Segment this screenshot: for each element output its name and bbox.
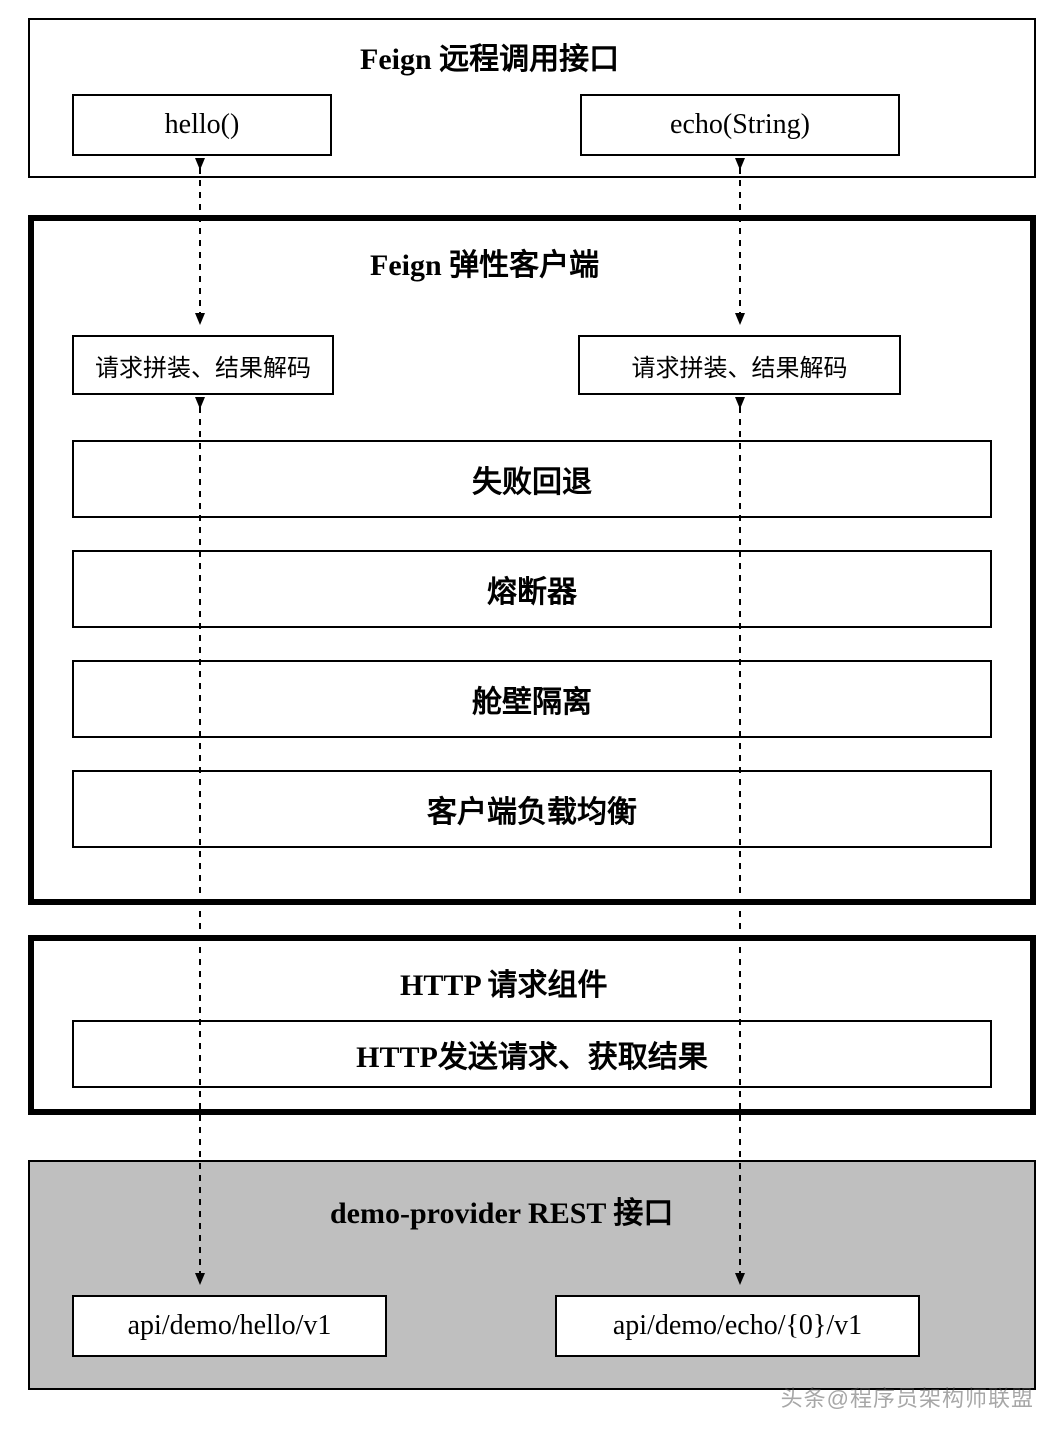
box-loadbalancer: 客户端负载均衡 <box>72 770 992 848</box>
diagram-canvas: Feign 远程调用接口 hello() echo(String) Feign … <box>0 0 1064 1433</box>
box-echo: echo(String) <box>580 94 900 156</box>
box-hello: hello() <box>72 94 332 156</box>
section1-title: Feign 远程调用接口 <box>360 34 619 78</box>
box-bulkhead: 舱壁隔离 <box>72 660 992 738</box>
label-codec-right: 请求拼装、结果解码 <box>632 348 848 383</box>
box-http-body: HTTP发送请求、获取结果 <box>72 1020 992 1088</box>
section3-title: HTTP 请求组件 <box>400 960 608 1004</box>
label-echo: echo(String) <box>670 109 810 141</box>
label-http-body: HTTP发送请求、获取结果 <box>356 1032 708 1076</box>
section2-title: Feign 弹性客户端 <box>370 240 599 284</box>
label-hello: hello() <box>165 109 240 141</box>
box-fallback: 失败回退 <box>72 440 992 518</box>
box-codec-right: 请求拼装、结果解码 <box>578 335 901 395</box>
section4-title: demo-provider REST 接口 <box>330 1188 673 1232</box>
label-api-right: api/demo/echo/{0}/v1 <box>613 1310 862 1342</box>
label-codec-left: 请求拼装、结果解码 <box>95 348 311 383</box>
label-api-left: api/demo/hello/v1 <box>128 1310 332 1342</box>
label-circuit: 熔断器 <box>487 567 577 611</box>
box-codec-left: 请求拼装、结果解码 <box>72 335 334 395</box>
label-lb: 客户端负载均衡 <box>427 787 637 831</box>
box-api-left: api/demo/hello/v1 <box>72 1295 387 1357</box>
label-bulkhead: 舱壁隔离 <box>472 677 592 721</box>
watermark: 头条@程序员架构师联盟 <box>781 1381 1034 1413</box>
box-api-right: api/demo/echo/{0}/v1 <box>555 1295 920 1357</box>
box-circuit-breaker: 熔断器 <box>72 550 992 628</box>
label-fallback: 失败回退 <box>472 457 592 501</box>
